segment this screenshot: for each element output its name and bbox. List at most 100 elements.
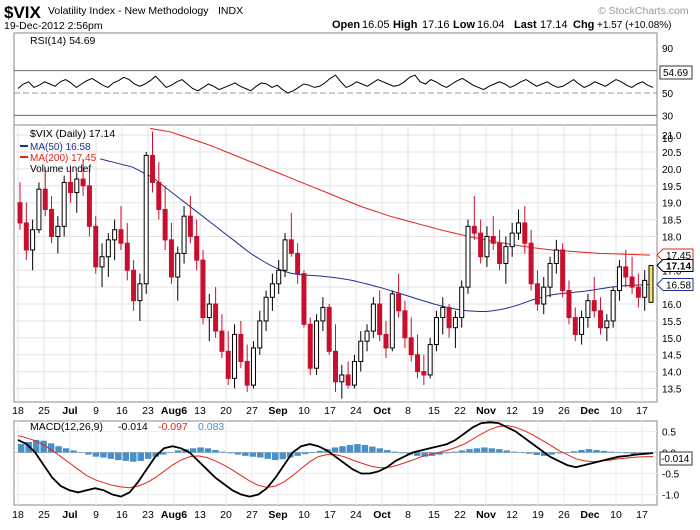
candle-body (364, 330, 370, 342)
macd-histogram-bar (436, 452, 443, 455)
x-axis-bottom-label: 22 (454, 509, 466, 521)
candle-body (534, 283, 540, 305)
candle-body (93, 225, 99, 268)
macd-histogram-bar (234, 452, 242, 455)
x-axis-main-label: 17 (324, 405, 336, 417)
macd-histogram-bar (615, 452, 623, 453)
x-axis-bottom-label: 27 (246, 509, 258, 521)
macd-histogram-bar (107, 452, 115, 459)
macd-histogram-bar (354, 444, 361, 453)
macd-tick-label: -1.0 (662, 491, 680, 502)
x-axis-bottom-label: 25 (38, 509, 50, 521)
macd-histogram-bar (331, 447, 339, 453)
macd-histogram-bar (18, 444, 25, 453)
candle-body (162, 208, 168, 241)
candle-body (610, 290, 616, 322)
x-axis-main-label: 18 (12, 405, 24, 417)
x-axis-bottom-label: 8 (405, 509, 411, 521)
x-axis-main-label: Aug6 (161, 405, 187, 417)
candle-body (187, 215, 193, 237)
rsi-value-tag-text: 54.69 (663, 68, 688, 79)
candle-body (137, 283, 143, 302)
macd-histogram-bar (399, 452, 406, 454)
x-axis-bottom-label: 23 (142, 509, 154, 521)
macd-histogram-bar (212, 449, 219, 453)
macd-line (17, 421, 654, 498)
x-axis-bottom-label: 20 (220, 509, 232, 521)
candle-body (219, 330, 225, 352)
candle-body (55, 225, 61, 237)
ohlc-low-label: Low (453, 19, 475, 31)
candle-body (74, 178, 80, 194)
ma200-line (149, 127, 651, 256)
x-axis-main-label: 9 (93, 405, 99, 417)
x-axis-main-label: 15 (428, 405, 440, 417)
candle-body (358, 340, 364, 362)
x-axis-bottom-label: 16 (116, 509, 128, 521)
candle-body (465, 225, 471, 288)
macd-histogram-bar (511, 451, 518, 453)
x-axis-main-label: 23 (142, 405, 154, 417)
rsi-value-tag (659, 65, 693, 80)
x-axis-main-label: 10 (298, 405, 310, 417)
x-axis-main-label: 24 (350, 405, 362, 417)
price-tick-label: 13.5 (662, 384, 682, 395)
macd-histogram-bar (578, 449, 585, 453)
macd-histogram-bar (585, 449, 593, 453)
macd-histogram-bar (346, 444, 354, 453)
macd-legend-v1: -0.014 (118, 421, 148, 433)
macd-histogram-bar (159, 452, 167, 455)
x-axis-main-label: 22 (454, 405, 466, 417)
candle-body (112, 229, 118, 241)
x-axis-bottom-label: 10 (610, 509, 622, 521)
macd-histogram-bar (526, 452, 533, 454)
macd-histogram-bar (391, 451, 398, 453)
exchange-label: INDX (218, 5, 243, 17)
legend-ma200: MA(200) 17.45 (30, 153, 97, 164)
macd-panel: 0.50.0-0.5-1.0 MACD(12,26,9) -0.014 -0.0… (13, 420, 693, 506)
price-tag-text-ma50: 16.58 (666, 280, 691, 291)
macd-histogram-bar (473, 448, 481, 453)
candle-body (490, 235, 496, 244)
x-axis-main-label: 13 (194, 405, 206, 417)
price-tick-label: 16.0 (662, 300, 682, 311)
macd-tick-label: 0.5 (662, 428, 676, 439)
x-axis-bottom-label: 13 (194, 509, 206, 521)
candle-body (99, 256, 105, 268)
candle-body (383, 333, 389, 349)
candle-body (263, 296, 269, 322)
macd-histogram-bar (421, 452, 428, 457)
macd-histogram-bar (249, 452, 257, 457)
macd-histogram-bar (593, 449, 600, 453)
candle-body (560, 249, 566, 292)
candle-body (181, 215, 187, 254)
candle-body (143, 154, 149, 285)
candle-body (238, 333, 244, 362)
candle-body (326, 306, 332, 352)
macd-histogram-bar (451, 451, 458, 453)
macd-histogram-bar (264, 452, 271, 459)
candle-body (629, 276, 635, 288)
macd-histogram-bar (219, 451, 227, 453)
x-axis-main-label: 17 (636, 405, 648, 417)
ohlc-chg-value: +1.57 (+10.08%) (597, 20, 672, 31)
candle-body (377, 303, 383, 335)
macd-histogram-bar (55, 446, 62, 453)
x-axis-bottom-label: Sep (268, 509, 287, 521)
macd-legend-v2: -0.097 (158, 421, 188, 433)
candle-body (370, 303, 376, 332)
candle-body (36, 188, 42, 231)
candle-body (604, 320, 610, 329)
legend-volume: Volume undef (30, 164, 91, 175)
price-tick-label: 20.0 (662, 165, 682, 176)
macd-histogram-bar (496, 449, 503, 453)
macd-histogram-bar (130, 452, 137, 462)
price-tick-label: 21.0 (662, 131, 682, 142)
price-tag-text-ma200: 17.45 (666, 251, 691, 262)
macd-histogram-bar (384, 449, 391, 453)
candle-body (175, 252, 181, 278)
candle-body (440, 306, 446, 319)
candle-body (339, 374, 345, 383)
macd-histogram-bar (369, 446, 376, 453)
candle-body (244, 360, 250, 386)
